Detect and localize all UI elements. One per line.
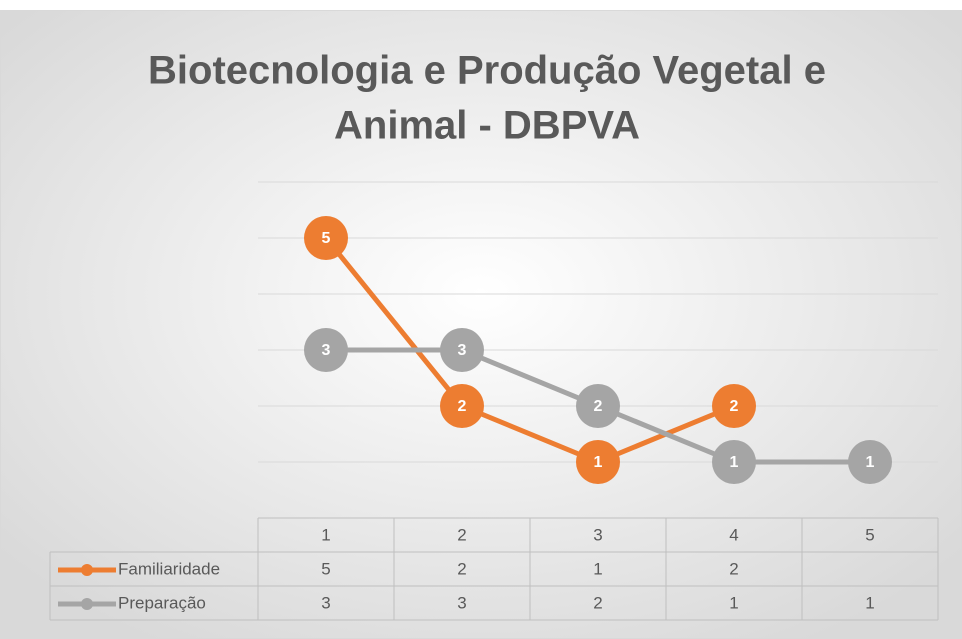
marker <box>304 216 348 260</box>
marker <box>440 384 484 428</box>
x-tick-label: 1 <box>321 525 330 544</box>
x-tick-label: 5 <box>865 525 874 544</box>
legend-label: Familiaridade <box>118 559 220 578</box>
data-label: 2 <box>458 398 467 415</box>
data-label: 2 <box>594 398 603 415</box>
chart-title: Biotecnologia e Produção Vegetal e <box>148 49 826 93</box>
legend-key <box>81 598 93 610</box>
data-label: 3 <box>322 342 331 359</box>
table-value: 5 <box>321 559 330 578</box>
marker <box>848 440 892 484</box>
table-value: 1 <box>729 593 738 612</box>
table-value: 2 <box>593 593 602 612</box>
marker <box>576 440 620 484</box>
legend-label: Preparação <box>118 593 206 612</box>
marker <box>440 328 484 372</box>
x-tick-label: 2 <box>457 525 466 544</box>
marker <box>712 384 756 428</box>
table-value: 1 <box>865 593 874 612</box>
marker <box>712 440 756 484</box>
table-value: 3 <box>321 593 330 612</box>
table-value: 2 <box>457 559 466 578</box>
x-tick-label: 4 <box>729 525 738 544</box>
data-label: 1 <box>866 454 875 471</box>
x-tick-label: 3 <box>593 525 602 544</box>
data-label: 3 <box>458 342 467 359</box>
table-value: 3 <box>457 593 466 612</box>
chart-title: Animal - DBPVA <box>334 104 640 148</box>
marker <box>576 384 620 428</box>
marker <box>304 328 348 372</box>
legend-key <box>81 564 93 576</box>
data-label: 1 <box>594 454 603 471</box>
data-label: 5 <box>322 230 331 247</box>
chart-area <box>0 10 962 639</box>
table-value: 1 <box>593 559 602 578</box>
table-value: 2 <box>729 559 738 578</box>
data-label: 1 <box>730 454 739 471</box>
data-label: 2 <box>730 398 739 415</box>
